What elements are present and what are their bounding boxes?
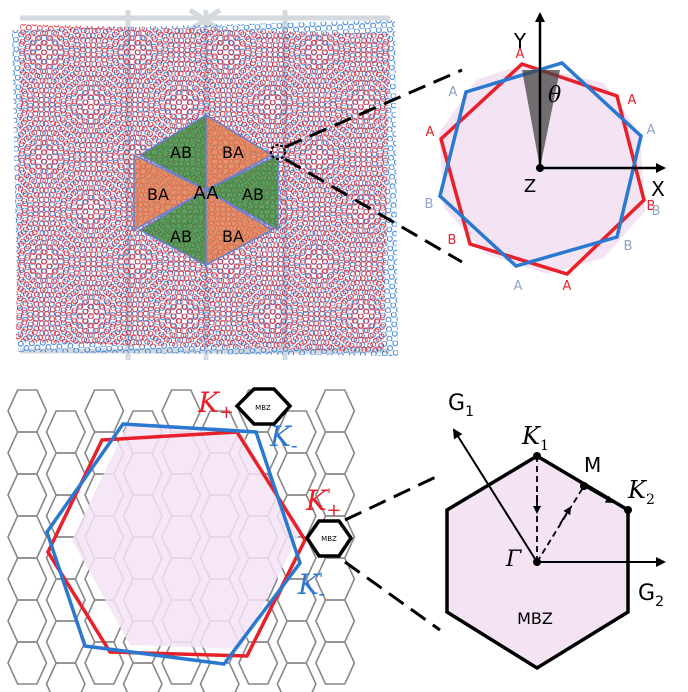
mbz-grid-cell [315, 641, 356, 685]
mbz-grid-cell [7, 641, 48, 685]
gamma-m-arrow [559, 506, 572, 525]
red-site-label-6: A [516, 47, 525, 62]
mbz-grid-cell [122, 662, 163, 692]
x-axis-label: X [651, 177, 665, 201]
g1-vector [452, 428, 538, 563]
stacking-regions [133, 113, 279, 267]
g1-label: G1 [448, 391, 474, 420]
mbz-grid-cell [315, 599, 356, 643]
moire-lattice-panel: AB BA BA AB AB BA AA [12, 7, 398, 360]
mbz-grid-cell [7, 431, 48, 475]
mbz-grid-cell [84, 641, 125, 685]
bz-lattice-panel: MBZ MBZ K+ K- K' + K' - [7, 386, 356, 692]
origin-point [536, 164, 544, 172]
mbz-grid-cell [84, 389, 125, 433]
small-mbz-top-label: MBZ [255, 404, 271, 412]
zoom-connector-top [284, 68, 463, 264]
m-point [580, 482, 588, 490]
blue-site-label-3: B [425, 197, 434, 212]
zoom-source-marker [270, 144, 286, 160]
small-mbz-right [304, 519, 354, 558]
aa-region-label: AA [193, 183, 219, 204]
region-label-ba-1: BA [222, 143, 244, 162]
blue-site-label-1: A [449, 85, 458, 100]
gamma-point [533, 558, 541, 566]
region-ab-2 [204, 153, 279, 232]
m-k2-arrow [583, 485, 614, 503]
small-mbz-right-label: MBZ [321, 535, 337, 543]
k1-label: K1 [521, 422, 549, 454]
red-site-label-3: B [647, 199, 656, 214]
mbz-name-label: MBZ [517, 609, 553, 628]
large-bz-fill [72, 425, 300, 649]
k-minus-prime-label: K' - [297, 568, 325, 605]
region-ba-2 [133, 153, 208, 232]
mbz-grid-cell [315, 389, 356, 433]
blue-site-label-5: A [514, 279, 523, 294]
small-mbz-top [234, 387, 293, 426]
k-minus-label: K- [269, 420, 298, 457]
region-label-ba-3: BA [222, 227, 244, 246]
red-hexagon [439, 62, 646, 276]
blue-site-label-2: A [647, 123, 656, 138]
g2-label: G2 [638, 581, 664, 610]
mbz-grid-cell [45, 662, 86, 692]
mbz-grid-cell [7, 473, 48, 517]
theta-label: θ [548, 83, 561, 108]
mbz-grid-cell [199, 662, 240, 692]
mbz-grid-cell [7, 515, 48, 559]
zoom-connector-bottom [344, 473, 441, 632]
gamma-label: Γ [505, 547, 522, 572]
region-label-ab-1: AB [170, 143, 192, 162]
k1-point [533, 452, 541, 460]
mbz-grid-cell [7, 599, 48, 643]
mbz-grid-cell [276, 662, 317, 692]
blue-site-label-4: B [624, 239, 633, 254]
y-axis-label: Y [513, 29, 527, 53]
mbz-grid-cell [315, 431, 356, 475]
region-ba-3 [205, 188, 274, 267]
region-ba-1 [205, 113, 274, 192]
red-site-label-4: B [448, 233, 457, 248]
k-minus-hexagon [45, 422, 302, 666]
region-label-ba-2: BA [147, 185, 169, 204]
mbz-detail-panel: G1 G2 K1 M K2 Γ MBZ [445, 391, 666, 671]
red-site-label-5: A [563, 279, 572, 294]
m-label: M [584, 453, 601, 477]
mbz-grid-cell [276, 620, 317, 664]
mbz-grid-cell [161, 641, 202, 685]
mbz-grid-cell [45, 410, 86, 454]
region-label-ab-3: AB [170, 227, 192, 246]
bilayer-cell-panel: θ Y X Z A A B B A A A A B B A B [425, 12, 666, 294]
blue-site-label-6: B [652, 204, 661, 219]
k-plus-prime-label: K' + [305, 484, 341, 521]
red-site-label-2: A [426, 125, 435, 140]
k2-point [624, 506, 632, 514]
k-plus-label: K+ [197, 386, 234, 423]
region-label-ab-2: AB [242, 185, 264, 204]
red-site-label-1: A [628, 93, 637, 108]
z-axis-label: Z [524, 176, 536, 197]
mbz-grid-cell [7, 557, 48, 601]
k2-label: K2 [627, 476, 655, 508]
blue-hexagon [438, 61, 643, 268]
mbz-grid-cell [238, 641, 279, 685]
mbz-grid-cell [7, 389, 48, 433]
